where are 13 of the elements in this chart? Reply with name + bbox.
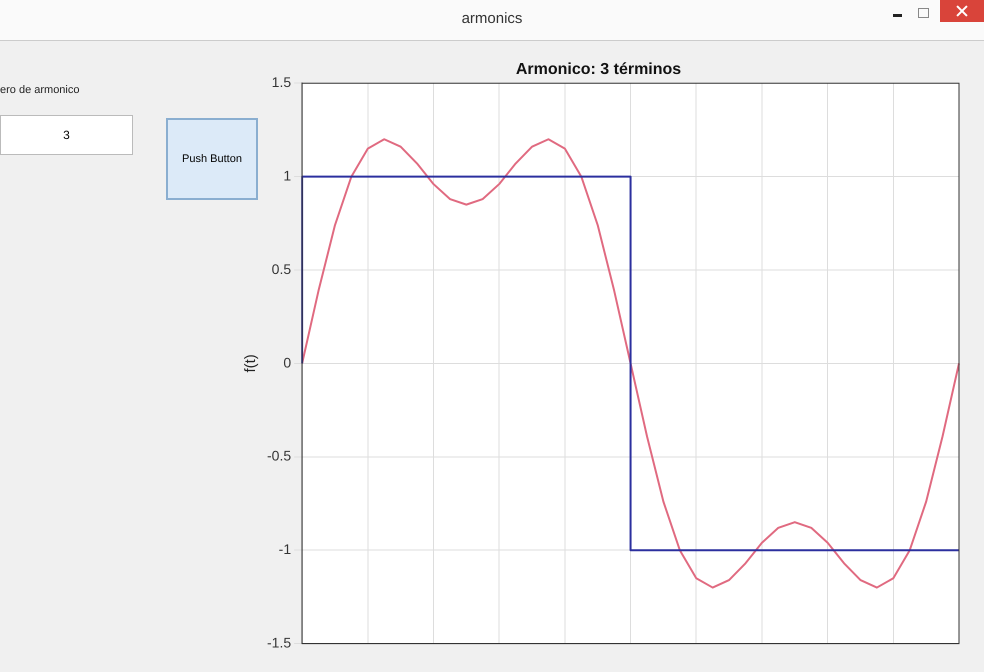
text: ero de armonico	[0, 84, 80, 96]
text: armonics	[460, 10, 524, 27]
y-tick-label: 0	[283, 354, 292, 370]
y-axis-title: f(t)	[242, 354, 260, 373]
text: Push Button	[166, 118, 258, 200]
text: 3	[0, 115, 133, 155]
y-tick-label: -1	[278, 541, 292, 558]
y-tick-label: 0.5	[272, 260, 292, 277]
chart-title: Armonico: 3 términos	[516, 61, 682, 78]
y-tick-label: 1.5	[272, 74, 292, 90]
y-tick-label: 1	[283, 167, 292, 184]
y-tick-label: -1.5	[267, 634, 292, 650]
y-tick-label: -0.5	[267, 448, 292, 464]
